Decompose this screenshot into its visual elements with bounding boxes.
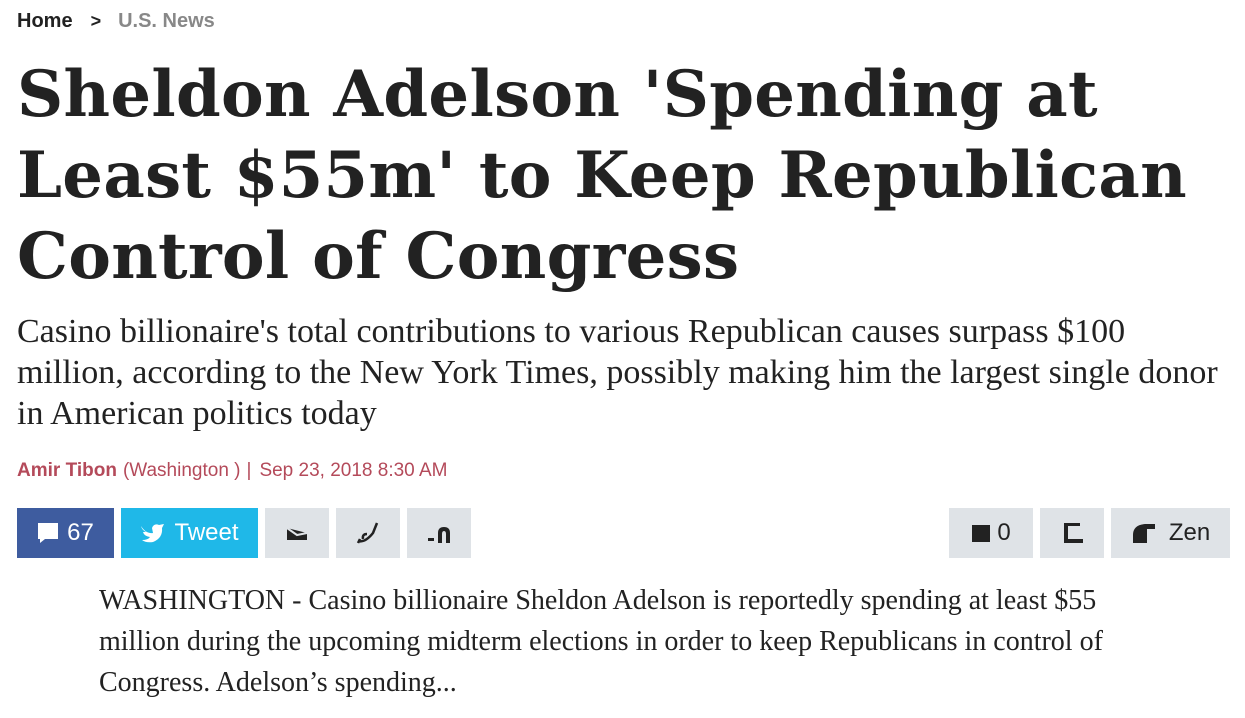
zen-label: Zen	[1168, 519, 1211, 546]
byline: Amir Tibon (Washington ) | Sep 23, 2018 …	[17, 460, 447, 482]
breadcrumb-separator: >	[90, 11, 102, 31]
twitter-bird-icon	[140, 522, 166, 544]
comments-button[interactable]: 67	[17, 508, 114, 558]
breadcrumb: Home > U.S. News	[17, 10, 215, 33]
tweet-label: Tweet	[174, 519, 239, 546]
comment-bubble-icon	[37, 522, 59, 544]
print-icon	[1059, 521, 1085, 545]
more-share-button[interactable]	[407, 508, 471, 558]
print-button[interactable]	[1040, 508, 1104, 558]
byline-location: (Washington )	[122, 460, 241, 481]
tweet-button[interactable]: Tweet	[121, 508, 258, 558]
byline-separator: |	[246, 460, 252, 481]
article-body: WASHINGTON - Casino billionaire Sheldon …	[99, 585, 1103, 698]
article-headline: Sheldon Adelson 'Spending at Least $55m'…	[17, 57, 1187, 294]
more-share-icon	[426, 521, 452, 545]
zen-mode-button[interactable]: Zen	[1111, 508, 1230, 558]
author-link[interactable]: Amir Tibon	[17, 460, 117, 481]
breadcrumb-section-link[interactable]: U.S. News	[118, 10, 215, 32]
bookmark-icon	[971, 523, 991, 543]
whatsapp-share-button[interactable]	[336, 508, 400, 558]
zen-mode-icon	[1131, 521, 1157, 545]
saved-count: 0	[997, 519, 1011, 546]
article-subhead: Casino billionaire's total contributions…	[17, 313, 1218, 432]
comments-count: 67	[67, 519, 94, 546]
email-share-button[interactable]	[265, 508, 329, 558]
breadcrumb-home-link[interactable]: Home	[17, 10, 73, 32]
whatsapp-icon	[355, 521, 381, 545]
publish-date: Sep 23, 2018 8:30 AM	[259, 460, 448, 481]
save-button[interactable]: 0	[949, 508, 1033, 558]
email-icon	[285, 523, 309, 543]
